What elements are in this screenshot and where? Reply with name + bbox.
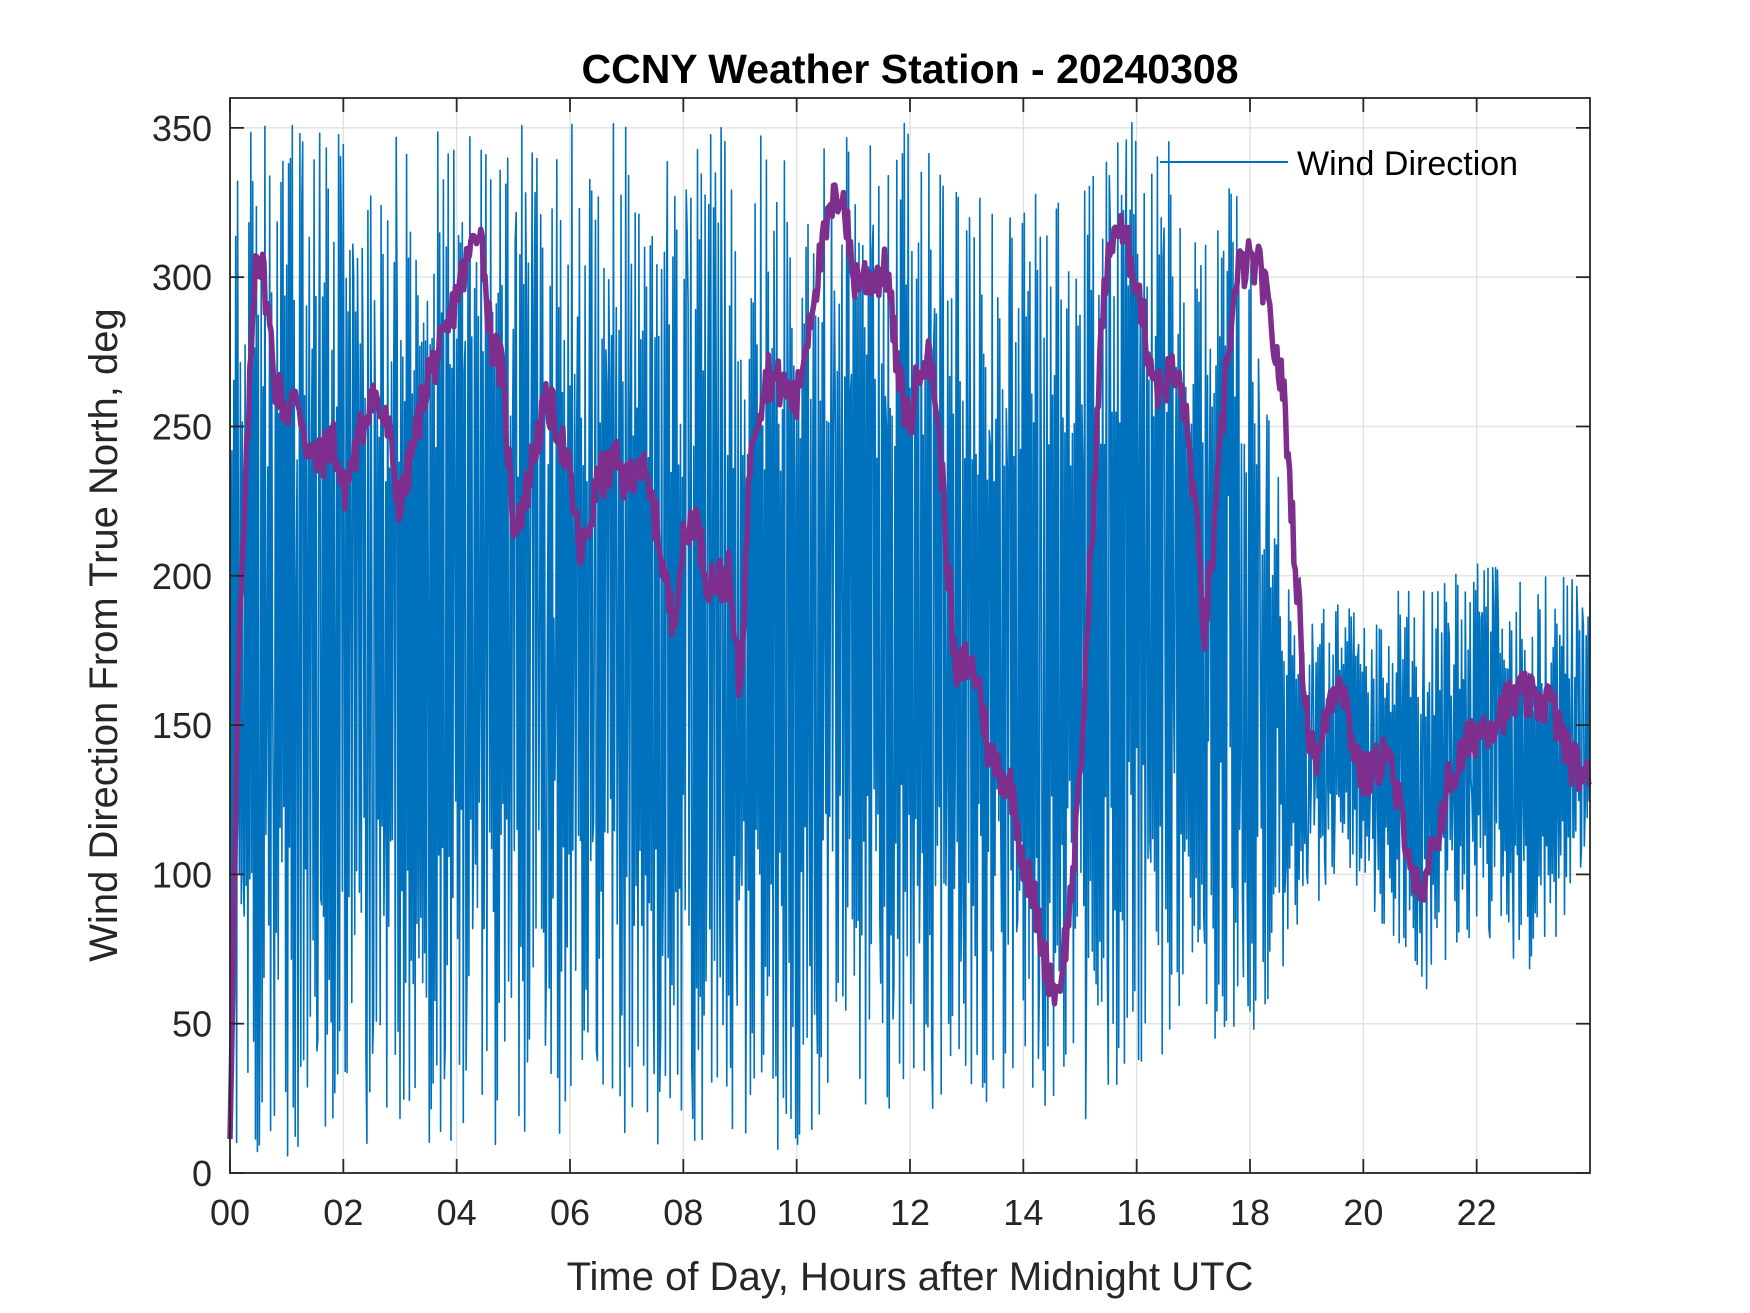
y-tick-label: 200	[152, 556, 212, 597]
x-axis-label: Time of Day, Hours after Midnight UTC	[567, 1255, 1254, 1299]
legend: Wind Direction	[1160, 145, 1518, 183]
y-tick-label: 0	[192, 1153, 212, 1194]
x-tick-label: 22	[1457, 1192, 1497, 1233]
x-tick-label: 06	[550, 1192, 590, 1233]
y-tick-label: 50	[172, 1004, 212, 1045]
series-wind-direction	[229, 121, 1591, 1157]
y-tick-label: 250	[152, 406, 212, 447]
x-tick-label: 20	[1343, 1192, 1383, 1233]
wind-direction-line	[229, 121, 1591, 1157]
x-tick-label: 18	[1230, 1192, 1270, 1233]
x-tick-label: 08	[663, 1192, 703, 1233]
x-tick-label: 14	[1003, 1192, 1043, 1233]
legend-label-wind-direction: Wind Direction	[1297, 145, 1518, 183]
x-tick-labels: 00 02 04 06 08 10 12 14 16 18 20 22	[210, 1192, 1497, 1233]
y-tick-label: 150	[152, 705, 212, 746]
y-tick-label: 350	[152, 108, 212, 149]
axis-ticks	[229, 98, 1590, 1174]
x-tick-label: 16	[1117, 1192, 1157, 1233]
x-tick-label: 10	[777, 1192, 817, 1233]
x-tick-label: 00	[210, 1192, 250, 1233]
smoothed-wind-direction-line	[227, 182, 1592, 1140]
series-smoothed-wind-direction	[227, 182, 1592, 1140]
y-tick-label: 100	[152, 854, 212, 895]
y-tick-labels: 0 50 100 150 200 250 300 350	[152, 108, 212, 1194]
x-tick-label: 12	[890, 1192, 930, 1233]
chart-title: CCNY Weather Station - 20240308	[581, 46, 1238, 92]
x-tick-label: 04	[437, 1192, 477, 1233]
x-tick-label: 02	[323, 1192, 363, 1233]
y-axis-label: Wind Direction From True North, deg	[82, 308, 126, 962]
y-tick-label: 300	[152, 257, 212, 298]
